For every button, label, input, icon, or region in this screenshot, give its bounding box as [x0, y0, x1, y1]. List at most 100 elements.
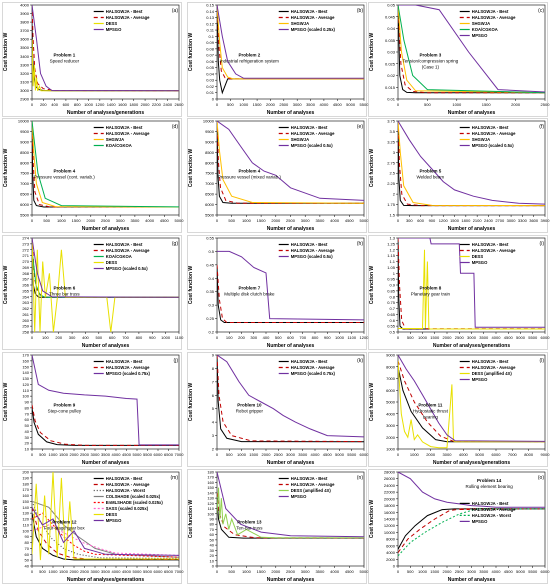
plot-area — [216, 4, 365, 100]
x-tick-label: 1200 — [95, 102, 105, 107]
legend-label: HALSGWJA - Best — [472, 125, 509, 130]
x-tick-label: 6000 — [154, 569, 164, 574]
problem-title: Three bar truss — [49, 292, 80, 297]
panel-letter: (i) — [540, 241, 545, 247]
series-line — [217, 264, 364, 323]
legend-label: DESS — [106, 260, 118, 265]
y-tick-label: 0 — [212, 97, 215, 102]
chart-panel: 0 500 1000 1500 2000 2500 3000 3500 4000 4500 5000… — [2, 469, 184, 584]
y-tick-label: 263 — [22, 300, 29, 305]
legend-label: SHGWJA — [291, 137, 309, 142]
x-tick-label: 100 — [42, 335, 49, 340]
x-tick-label: 2500 — [286, 569, 296, 574]
legend-label: MPSGO — [472, 33, 488, 38]
y-tick-label: 170 — [22, 487, 29, 492]
y-tick-label: 160 — [22, 358, 29, 363]
y-tick-label: 268 — [22, 271, 29, 276]
x-tick-label: 3300 — [518, 218, 528, 223]
problem-title: Problem 11 — [418, 403, 443, 408]
series-line — [398, 355, 545, 442]
y-tick-label: 0.07 — [206, 53, 215, 58]
legend-label: SHGWJA — [291, 21, 309, 26]
y-tick-label: 170 — [22, 353, 29, 358]
x-tick-label: 1000 — [418, 569, 428, 574]
y-tick-label: 4000 — [386, 550, 396, 555]
x-tick-label: 2000 — [426, 452, 436, 457]
legend-label: HALSGWJA - Best — [291, 359, 328, 364]
y-tick-label: 50 — [210, 537, 215, 542]
panel-letter: (h) — [357, 241, 363, 247]
series-line — [32, 238, 179, 298]
legend-label: HALSGWJA - Average — [472, 248, 516, 253]
y-tick-label: 0.15 — [206, 3, 215, 8]
problem-title: Rolling element bearing — [465, 484, 513, 489]
legend-label: HALSGWJA - Average — [472, 365, 516, 370]
y-tick-label: 3400 — [20, 54, 30, 59]
series-line — [398, 121, 545, 207]
y-axis-title: Cost function W — [369, 149, 375, 188]
y-tick-label: 3.5 — [389, 129, 395, 134]
y-tick-label: 3.75 — [387, 119, 396, 124]
series-line — [32, 501, 179, 559]
y-tick-label: 2900 — [20, 97, 30, 102]
x-tick-label: 4500 — [122, 569, 132, 574]
x-tick-label: 800 — [312, 335, 319, 340]
x-tick-label: 7000 — [175, 452, 185, 457]
x-tick-label: 0 — [31, 452, 34, 457]
x-tick-label: 1500 — [249, 452, 259, 457]
x-tick-label: 1400 — [107, 102, 117, 107]
x-tick-label: 2500 — [80, 569, 90, 574]
problem-title: Problem 8 — [419, 286, 441, 291]
legend-label: HALSGWJA - Worst — [106, 488, 146, 493]
x-tick-label: 500 — [407, 569, 414, 574]
y-tick-label: 100 — [22, 394, 29, 399]
y-tick-label: 110 — [23, 388, 30, 393]
y-axis-title: Cost function W — [369, 383, 375, 422]
x-axis-title: Number of analyses — [267, 577, 315, 583]
y-tick-label: 2 — [393, 192, 396, 197]
legend-label: HALSGWJA - Average — [291, 15, 335, 20]
series-line — [32, 121, 179, 208]
legend-label: MPSGO — [472, 260, 488, 265]
series-line — [398, 508, 545, 550]
x-tick-label: 1500 — [59, 452, 69, 457]
x-tick-label: 400 — [263, 335, 270, 340]
x-tick-label: 3000 — [301, 569, 311, 574]
x-axis-title: Number of analyses — [82, 343, 130, 349]
problem-title: (Case 1) — [422, 65, 440, 70]
y-tick-label: 0.015 — [385, 85, 396, 90]
y-tick-label: 0.6 — [389, 318, 395, 323]
series-line — [217, 487, 364, 539]
x-tick-label: 6000 — [541, 335, 550, 340]
y-tick-label: 10000 — [384, 530, 396, 535]
y-tick-label: 50 — [25, 558, 30, 563]
x-tick-label: 700 — [122, 335, 129, 340]
series-group — [398, 238, 545, 330]
x-axis-title: Number of analyses/generations — [67, 577, 144, 583]
x-tick-label: 0 — [397, 218, 400, 223]
y-tick-label: 262 — [22, 306, 29, 311]
x-tick-label: 0 — [397, 335, 400, 340]
y-tick-label: 3 — [393, 150, 396, 155]
series-line — [398, 5, 545, 94]
y-tick-label: 8500 — [20, 150, 30, 155]
x-tick-label: 500 — [228, 569, 235, 574]
y-tick-label: 0.55 — [387, 324, 396, 329]
x-tick-label: 0 — [216, 452, 219, 457]
y-tick-label: 22000 — [384, 490, 396, 495]
legend-label: MPSGO (scaled 0.25x) — [291, 27, 336, 32]
series-group — [217, 5, 364, 95]
x-tick-label: 1500 — [430, 569, 440, 574]
problem-title: Step-cone pulley — [48, 409, 82, 414]
x-axis-title: Number of analyses — [82, 226, 130, 232]
y-tick-label: 265 — [22, 288, 29, 293]
legend-label: KOA/CGKOA — [106, 254, 132, 259]
x-tick-label: 0 — [397, 452, 400, 457]
legend-label: DESS (amplified 4X) — [291, 488, 332, 493]
x-tick-label: 3000 — [301, 218, 311, 223]
y-tick-label: 264 — [22, 294, 29, 299]
problem-title: Problem 4 — [238, 169, 260, 174]
